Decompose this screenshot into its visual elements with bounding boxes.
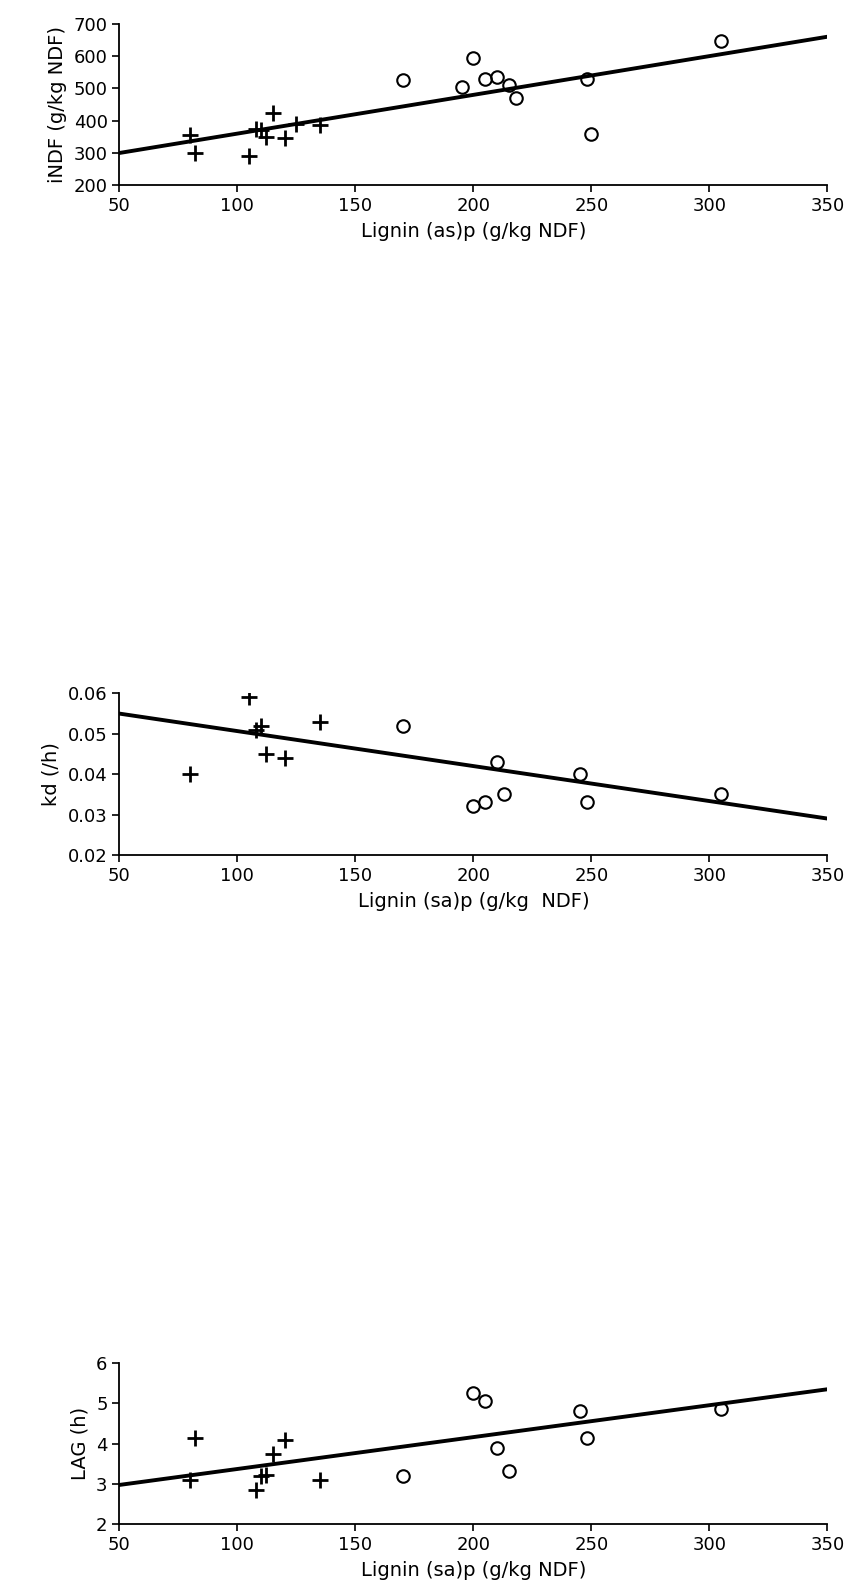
Y-axis label: LAG (h): LAG (h) <box>70 1407 89 1480</box>
X-axis label: Lignin (sa)p (g/kg  NDF): Lignin (sa)p (g/kg NDF) <box>357 891 589 910</box>
X-axis label: Lignin (sa)p (g/kg NDF): Lignin (sa)p (g/kg NDF) <box>360 1561 585 1580</box>
Y-axis label: iNDF (g/kg NDF): iNDF (g/kg NDF) <box>48 25 66 183</box>
Y-axis label: kd (/h): kd (/h) <box>42 742 60 807</box>
X-axis label: Lignin (as)p (g/kg NDF): Lignin (as)p (g/kg NDF) <box>360 222 585 241</box>
